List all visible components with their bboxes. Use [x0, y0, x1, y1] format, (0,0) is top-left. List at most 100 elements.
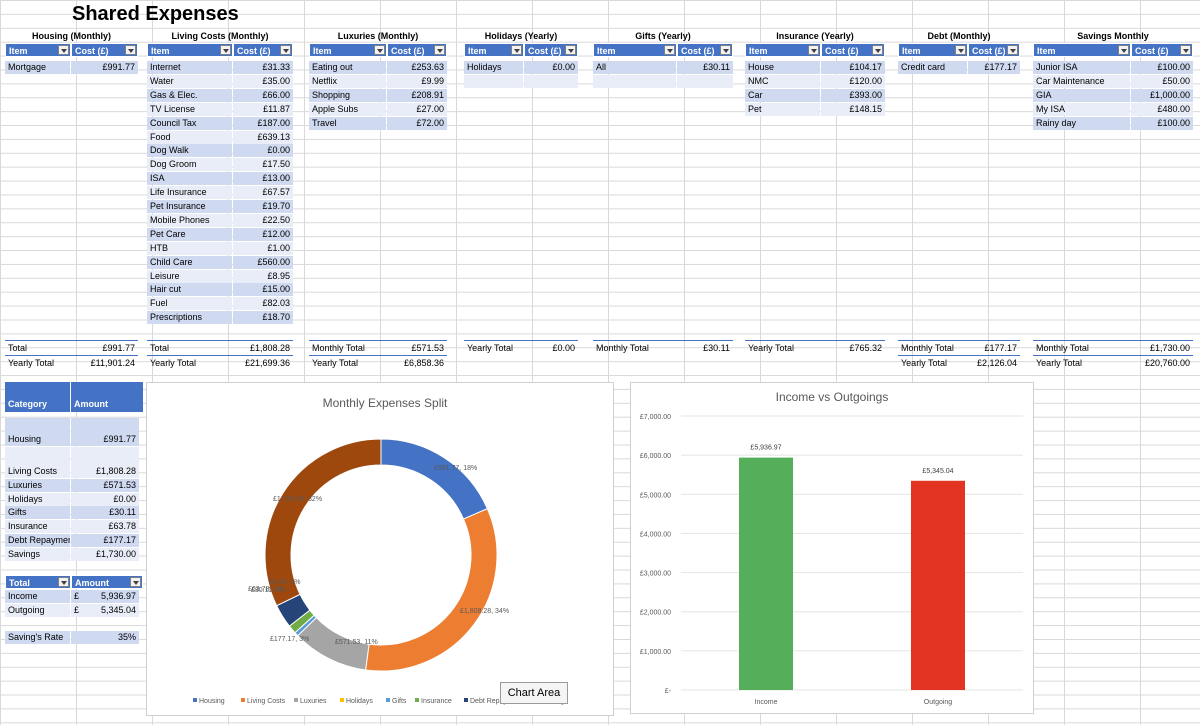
item-cell[interactable]: Rainy day [1033, 116, 1130, 130]
table-row[interactable] [464, 74, 578, 89]
summary-amount-cell[interactable]: £30.11 [71, 506, 139, 519]
amount-header[interactable]: Amount [71, 382, 143, 412]
savings-rate-value[interactable]: 35% [71, 631, 139, 644]
donut-slice-savings[interactable] [264, 438, 382, 607]
item-cell[interactable]: House [745, 61, 820, 74]
table-row[interactable]: Prescriptions £18.70 [147, 311, 293, 325]
item-header[interactable]: Item [5, 43, 71, 57]
table-row[interactable]: Junior ISA £100.00 [1033, 61, 1193, 75]
total-row[interactable]: Monthly Total £177.17 [898, 340, 1020, 354]
total-value[interactable]: £1,808.28 [249, 343, 290, 353]
filter-dropdown-icon[interactable] [130, 577, 141, 587]
table-row[interactable]: Car £393.00 [745, 88, 885, 103]
total-row[interactable]: Monthly Total £571.53 [309, 340, 447, 354]
cost-cell[interactable]: £104.17 [821, 61, 885, 74]
item-header[interactable]: Item [593, 43, 677, 57]
item-cell[interactable]: Fuel [147, 297, 232, 311]
cost-header[interactable]: Cost (£) [677, 43, 733, 57]
bar-income[interactable] [739, 457, 793, 690]
donut-slice-living-costs[interactable] [365, 508, 498, 672]
totals-amount-cell[interactable]: £5,936.97 [71, 590, 139, 603]
table-row[interactable]: Mortgage £991.77 [5, 61, 138, 75]
table-row[interactable]: My ISA £480.00 [1033, 102, 1193, 117]
total-value[interactable]: £11,901.24 [90, 358, 135, 368]
total-row[interactable]: Yearly Total £20,760.00 [1033, 355, 1193, 369]
item-cell[interactable]: Dog Groom [147, 158, 232, 172]
table-row[interactable]: Travel £72.00 [309, 116, 447, 131]
item-header[interactable]: Item [147, 43, 233, 57]
donut-slice-housing[interactable] [380, 438, 489, 520]
filter-dropdown-icon[interactable] [58, 45, 69, 55]
item-cell[interactable]: Pet Insurance [147, 200, 232, 213]
totals-label-cell[interactable]: Outgoing [5, 603, 70, 617]
filter-dropdown-icon[interactable] [1180, 45, 1191, 55]
item-cell[interactable]: Eating out [309, 61, 386, 74]
summary-amount-cell[interactable]: £1,730.00 [71, 548, 139, 561]
item-cell[interactable]: ISA [147, 172, 232, 186]
filter-dropdown-icon[interactable] [125, 45, 136, 55]
cost-cell[interactable]: £19.70 [233, 200, 293, 213]
pie-chart-area[interactable]: Monthly Expenses Split £991.77, 18% £1,808… [146, 382, 614, 716]
total-row[interactable]: Yearly Total £6,858.36 [309, 355, 447, 369]
table-row[interactable]: ISA £13.00 [147, 172, 293, 186]
filter-dropdown-icon[interactable] [58, 577, 69, 587]
filter-dropdown-icon[interactable] [872, 45, 883, 55]
cost-cell[interactable]: £177.17 [968, 61, 1020, 74]
item-cell[interactable]: Pet Care [147, 227, 232, 241]
item-cell[interactable]: All [593, 61, 676, 74]
cost-cell[interactable]: £50.00 [1131, 74, 1193, 88]
filter-dropdown-icon[interactable] [808, 45, 819, 55]
table-row[interactable]: Mobile Phones £22.50 [147, 213, 293, 228]
item-cell[interactable]: Apple Subs [309, 102, 386, 116]
item-cell[interactable]: Prescriptions [147, 311, 232, 325]
cost-cell[interactable]: £0.00 [233, 144, 293, 158]
table-row[interactable]: Council Tax £187.00 [147, 116, 293, 131]
total-value[interactable]: £30.11 [703, 343, 730, 353]
cost-cell[interactable]: £9.99 [387, 74, 447, 88]
total-value[interactable]: £571.53 [411, 343, 444, 353]
table-row[interactable]: TV License £11.87 [147, 102, 293, 117]
item-cell[interactable]: Travel [309, 116, 386, 130]
cost-cell[interactable]: £72.00 [387, 116, 447, 130]
table-row[interactable]: Car Maintenance £50.00 [1033, 74, 1193, 89]
table-row[interactable]: NMC £120.00 [745, 74, 885, 89]
cost-cell[interactable]: £11.87 [233, 102, 293, 116]
table-row[interactable]: Pet Care £12.00 [147, 227, 293, 242]
total-value[interactable]: £2,126.04 [976, 358, 1017, 368]
totals-amount-cell[interactable]: £5,345.04 [71, 603, 139, 617]
filter-dropdown-icon[interactable] [1007, 45, 1018, 55]
table-row[interactable]: Netflix £9.99 [309, 74, 447, 89]
summary-amount-cell[interactable]: £177.17 [71, 534, 139, 547]
filter-dropdown-icon[interactable] [374, 45, 385, 55]
table-row[interactable]: Life Insurance £67.57 [147, 186, 293, 200]
filter-dropdown-icon[interactable] [434, 45, 445, 55]
item-header[interactable]: Item [898, 43, 968, 57]
item-cell[interactable]: Car [745, 88, 820, 102]
cost-cell[interactable]: £22.50 [233, 213, 293, 227]
total-row[interactable]: Monthly Total £1,730.00 [1033, 340, 1193, 354]
cost-cell[interactable]: £208.91 [387, 88, 447, 102]
item-cell[interactable]: Junior ISA [1033, 61, 1130, 74]
table-row[interactable]: Water £35.00 [147, 74, 293, 89]
table-row[interactable]: House £104.17 [745, 61, 885, 75]
table-row[interactable]: Internet £31.33 [147, 61, 293, 75]
cost-cell[interactable]: £27.00 [387, 102, 447, 116]
item-cell[interactable]: Water [147, 74, 232, 88]
summary-amount-cell[interactable]: £571.53 [71, 479, 139, 492]
cost-cell[interactable]: £8.95 [233, 269, 293, 283]
cost-header[interactable]: Cost (£) [71, 43, 138, 57]
item-header[interactable]: Item [464, 43, 524, 57]
total-value[interactable]: £765.32 [849, 343, 882, 353]
cost-cell[interactable] [677, 74, 733, 88]
cost-cell[interactable]: £66.00 [233, 88, 293, 102]
cost-cell[interactable]: £1,000.00 [1131, 88, 1193, 102]
cost-cell[interactable]: £17.50 [233, 158, 293, 172]
filter-dropdown-icon[interactable] [1118, 45, 1129, 55]
filter-dropdown-icon[interactable] [220, 45, 231, 55]
summary-category-cell[interactable]: Holidays [5, 493, 70, 506]
table-row[interactable]: Pet £148.15 [745, 102, 885, 117]
filter-dropdown-icon[interactable] [280, 45, 291, 55]
item-cell[interactable]: Pet [745, 102, 820, 116]
filter-dropdown-icon[interactable] [511, 45, 522, 55]
total-row[interactable]: Yearly Total £11,901.24 [5, 355, 138, 369]
